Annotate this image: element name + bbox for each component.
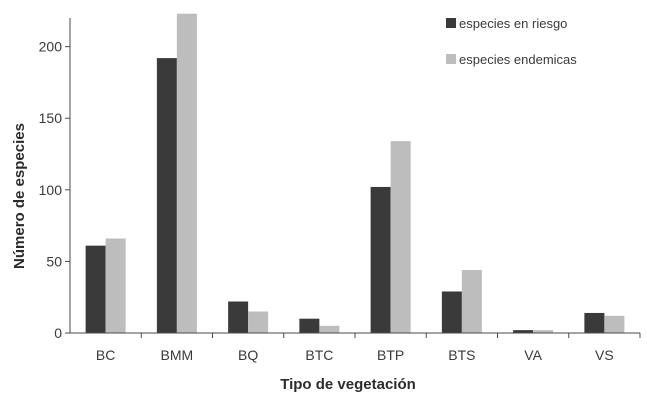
bar-bq-endemicas [248,311,269,333]
legend-swatch-especies-endemicas [446,54,456,64]
legend-label-especies-en-riesgo: especies en riesgo [459,16,567,31]
y-tick-label: 150 [39,110,63,126]
y-axis-title: Número de especies [11,123,28,269]
bar-btp-riesgo [370,186,391,333]
y-tick-label: 50 [46,253,62,269]
x-tick-label-vs: VS [595,347,614,363]
x-tick-label-bmm: BMM [161,347,194,363]
x-axis-title: Tipo de vegetación [280,376,416,393]
bar-vs-endemicas [604,315,625,333]
bars-group [85,13,625,333]
x-tick-label-va: VA [524,347,542,363]
legend: especies en riesgo especies endemicas [446,16,577,67]
bar-bc-riesgo [85,245,106,333]
bar-vs-riesgo [584,312,605,333]
bar-bts-riesgo [441,291,462,333]
bar-va-riesgo [513,330,534,333]
x-tick-label-btc: BTC [305,347,333,363]
y-axis-ticks: 0 50 100 150 200 [39,39,70,341]
y-tick-label: 100 [39,182,63,198]
y-tick-label: 0 [54,325,62,341]
bar-bmm-endemicas [176,13,197,333]
bar-btc-endemicas [319,325,340,333]
bar-va-endemicas [533,330,554,333]
bar-bq-riesgo [228,301,249,333]
x-tick-label-bc: BC [96,347,115,363]
bar-bmm-riesgo [156,58,177,333]
bar-btc-riesgo [299,318,320,333]
x-tick-label-bq: BQ [238,347,258,363]
bar-bc-endemicas [105,238,126,333]
x-axis-ticks: BC BMM BQ BTC BTP BTS VA VS [96,333,641,363]
legend-label-especies-endemicas: especies endemicas [459,52,577,67]
y-tick-label: 200 [39,39,63,55]
x-tick-label-bts: BTS [448,347,475,363]
x-tick-label-btp: BTP [377,347,404,363]
bar-btp-endemicas [390,141,411,333]
legend-swatch-especies-en-riesgo [446,18,456,28]
bar-bts-endemicas [461,270,482,333]
